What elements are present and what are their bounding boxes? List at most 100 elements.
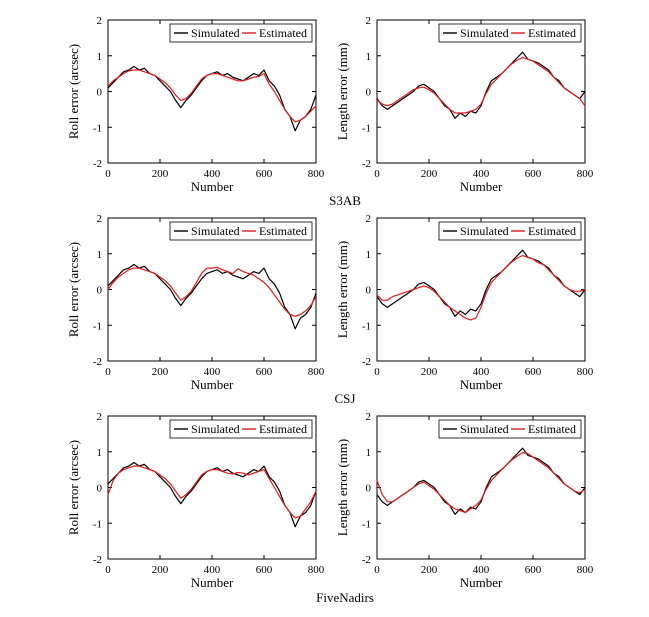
csj-roll-xtick-label: 200 — [152, 366, 169, 378]
csj-roll-series-estimated — [107, 266, 317, 317]
csj-roll-ylabel: Roll error (arcsec) — [66, 242, 81, 337]
csj-length-xtick-label: 400 — [473, 366, 490, 378]
s3ab-length-xtick-label: 200 — [421, 168, 438, 180]
s3ab-length-ylabel: Length error (mm) — [335, 43, 350, 140]
fivenadirs-length-ytick-label: -1 — [362, 518, 371, 530]
fivenadirs-length-ytick-label: 2 — [366, 411, 372, 423]
csj-length-xtick-label: 800 — [577, 366, 594, 378]
fivenadirs-length-ytick-label: 1 — [366, 447, 372, 459]
csj-length-xtick-label: 200 — [421, 366, 438, 378]
csj-roll-xlabel: Number — [191, 377, 234, 392]
fivenadirs-length-xtick-label: 200 — [421, 564, 438, 576]
fivenadirs-roll-xlabel: Number — [191, 575, 234, 590]
group-label-fivenadirs: FiveNadirs — [316, 590, 374, 605]
csj-roll-ytick-label: -1 — [93, 320, 102, 332]
s3ab-roll-xtick-label: 800 — [308, 168, 325, 180]
s3ab-length-xtick-label: 400 — [473, 168, 490, 180]
fivenadirs-roll-xtick-label: 0 — [105, 564, 111, 576]
s3ab-length-ytick-label: 1 — [366, 51, 372, 63]
csj-roll-panel: 0 200 400 600 800 -2 -1 0 1 2 Number Roll error (ar… — [66, 213, 325, 392]
s3ab-length-ytick-label: 2 — [366, 15, 372, 27]
s3ab-roll-panel: 0 200 400 600 800 -2 -1 0 1 2 Number Roll error (ar… — [66, 15, 325, 194]
group-label-csj: CSJ — [335, 391, 356, 406]
csj-roll-legend-box — [169, 221, 313, 241]
fivenadirs-roll-ylabel: Roll error (arcsec) — [66, 440, 81, 535]
s3ab-roll-series-estimated — [107, 69, 317, 123]
s3ab-roll-ytick-label: 0 — [97, 87, 103, 99]
s3ab-length-ytick-label: -1 — [362, 122, 371, 134]
s3ab-length-ytick-label: 0 — [366, 87, 372, 99]
group-label-s3ab: S3AB — [329, 193, 361, 208]
fivenadirs-roll-ytick-label: 2 — [97, 411, 103, 423]
s3ab-roll-xtick-label: 0 — [105, 168, 111, 180]
fivenadirs-length-ytick-label: 0 — [366, 483, 372, 495]
fivenadirs-length-panel: 0 200 400 600 800 -2 -1 0 1 2 Number Length error (… — [335, 411, 594, 590]
csj-length-ytick-label: -2 — [362, 356, 371, 368]
csj-length-ytick-label: 0 — [366, 285, 372, 297]
s3ab-roll-ytick-label: -1 — [93, 122, 102, 134]
s3ab-roll-legend-label-estimated: Estimated — [259, 26, 307, 40]
csj-length-legend-box — [438, 221, 582, 241]
csj-roll-xtick-label: 800 — [308, 366, 325, 378]
s3ab-length-xlabel: Number — [460, 179, 503, 194]
csj-roll-legend-label-simulated: Simulated — [191, 224, 240, 238]
csj-roll-xtick-label: 400 — [204, 366, 221, 378]
fivenadirs-length-legend-box — [438, 419, 582, 439]
csj-length-legend-label-estimated: Estimated — [528, 224, 576, 238]
s3ab-length-legend-box — [438, 23, 582, 43]
csj-roll-ytick-label: -2 — [93, 356, 102, 368]
csj-roll-xtick-label: 600 — [256, 366, 273, 378]
s3ab-length-series-simulated — [376, 51, 586, 119]
fivenadirs-length-xtick-label: 400 — [473, 564, 490, 576]
fivenadirs-length-xtick-label: 0 — [374, 564, 380, 576]
s3ab-length-xtick-label: 800 — [577, 168, 594, 180]
fivenadirs-roll-ytick-label: 1 — [97, 447, 103, 459]
csj-roll-ytick-label: 0 — [97, 285, 103, 297]
csj-length-xtick-label: 0 — [374, 366, 380, 378]
fivenadirs-roll-legend-label-simulated: Simulated — [191, 422, 240, 436]
csj-length-series-estimated — [376, 254, 586, 321]
s3ab-roll-xlabel: Number — [191, 179, 234, 194]
fivenadirs-roll-xtick-label: 400 — [204, 564, 221, 576]
csj-length-ytick-label: 1 — [366, 249, 372, 261]
s3ab-roll-ytick-label: -2 — [93, 158, 102, 170]
fivenadirs-length-xtick-label: 600 — [525, 564, 542, 576]
s3ab-roll-xtick-label: 600 — [256, 168, 273, 180]
s3ab-length-series-estimated — [376, 56, 586, 114]
csj-roll-ytick-label: 1 — [97, 249, 103, 261]
fivenadirs-roll-xtick-label: 600 — [256, 564, 273, 576]
s3ab-length-ytick-label: -2 — [362, 158, 371, 170]
s3ab-length-legend-label-simulated: Simulated — [460, 26, 509, 40]
s3ab-roll-series-simulated — [107, 65, 317, 132]
s3ab-length-xtick-label: 600 — [525, 168, 542, 180]
s3ab-roll-legend-box — [169, 23, 313, 43]
fivenadirs-length-ylabel: Length error (mm) — [335, 439, 350, 536]
fivenadirs-length-series-estimated — [376, 451, 586, 514]
s3ab-roll-legend-label-simulated: Simulated — [191, 26, 240, 40]
csj-roll-xtick-label: 0 — [105, 366, 111, 378]
s3ab-roll-xtick-label: 400 — [204, 168, 221, 180]
fivenadirs-roll-legend-label-estimated: Estimated — [259, 422, 307, 436]
csj-length-legend-label-simulated: Simulated — [460, 224, 509, 238]
fivenadirs-length-xlabel: Number — [460, 575, 503, 590]
s3ab-length-legend-label-estimated: Estimated — [528, 26, 576, 40]
fivenadirs-length-xtick-label: 800 — [577, 564, 594, 576]
fivenadirs-length-legend-label-simulated: Simulated — [460, 422, 509, 436]
s3ab-length-panel: 0 200 400 600 800 -2 -1 0 1 2 Number Length error (… — [335, 15, 594, 194]
csj-length-xtick-label: 600 — [525, 366, 542, 378]
fivenadirs-length-legend-label-estimated: Estimated — [528, 422, 576, 436]
fivenadirs-roll-ytick-label: -1 — [93, 518, 102, 530]
s3ab-length-xtick-label: 0 — [374, 168, 380, 180]
fivenadirs-roll-panel: 0 200 400 600 800 -2 -1 0 1 2 Number Roll error (ar… — [66, 411, 325, 590]
csj-length-ytick-label: -1 — [362, 320, 371, 332]
s3ab-roll-ylabel: Roll error (arcsec) — [66, 44, 81, 139]
fivenadirs-roll-ytick-label: 0 — [97, 483, 103, 495]
csj-length-ytick-label: 2 — [366, 213, 372, 225]
fivenadirs-roll-legend-box — [169, 419, 313, 439]
fivenadirs-roll-xtick-label: 200 — [152, 564, 169, 576]
fivenadirs-roll-xtick-label: 800 — [308, 564, 325, 576]
s3ab-roll-xtick-label: 200 — [152, 168, 169, 180]
fivenadirs-roll-series-estimated — [107, 465, 317, 519]
s3ab-roll-ytick-label: 1 — [97, 51, 103, 63]
